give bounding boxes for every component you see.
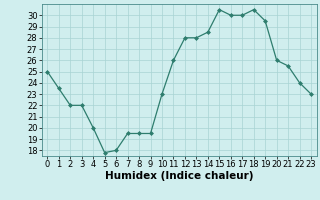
X-axis label: Humidex (Indice chaleur): Humidex (Indice chaleur) xyxy=(105,171,253,181)
